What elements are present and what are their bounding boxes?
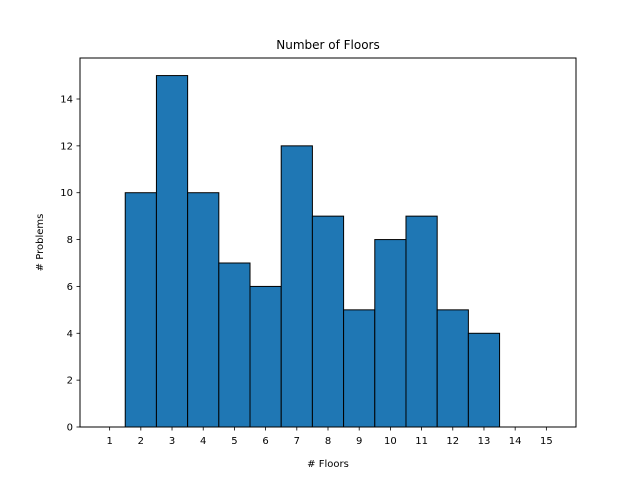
bar-11 bbox=[405, 215, 438, 428]
y-tick-label: 2 bbox=[67, 376, 73, 387]
bar-6 bbox=[249, 285, 282, 428]
bar-2 bbox=[124, 192, 157, 428]
bar-9 bbox=[343, 309, 376, 428]
bar-4 bbox=[187, 192, 220, 428]
x-tick-label: 11 bbox=[415, 436, 428, 447]
x-axis-label: # Floors bbox=[307, 459, 349, 470]
x-tick-label: 6 bbox=[262, 436, 268, 447]
x-tick-label: 15 bbox=[540, 436, 553, 447]
y-tick-label: 10 bbox=[60, 188, 73, 199]
y-tick-label: 8 bbox=[67, 235, 73, 246]
x-tick-label: 7 bbox=[294, 436, 300, 447]
bar-5 bbox=[218, 262, 251, 428]
x-tick-label: 5 bbox=[231, 436, 237, 447]
x-tick-label: 9 bbox=[356, 436, 362, 447]
x-axis-ticks: 1 2 3 4 5 6 7 8 9 10 11 12 13 14 15 bbox=[106, 427, 553, 447]
x-tick-label: 4 bbox=[200, 436, 206, 447]
x-tick-label: 3 bbox=[169, 436, 175, 447]
bars-group bbox=[124, 75, 501, 428]
y-tick-label: 0 bbox=[67, 423, 73, 434]
y-tick-label: 12 bbox=[60, 141, 73, 152]
bar-7 bbox=[280, 145, 313, 428]
bar-13 bbox=[467, 332, 501, 428]
plot-frame bbox=[79, 57, 577, 428]
bar-8 bbox=[311, 215, 345, 428]
x-tick-label: 8 bbox=[325, 436, 331, 447]
bar-10 bbox=[374, 239, 407, 428]
y-tick-label: 6 bbox=[67, 282, 73, 293]
x-tick-label: 14 bbox=[509, 436, 522, 447]
y-axis-ticks: 0 2 4 6 8 10 12 14 bbox=[60, 95, 80, 434]
x-tick-label: 13 bbox=[478, 436, 491, 447]
y-tick-label: 14 bbox=[60, 95, 73, 106]
x-tick-label: 1 bbox=[106, 436, 112, 447]
x-tick-label: 10 bbox=[384, 436, 397, 447]
y-axis-label: # Problems bbox=[35, 214, 46, 272]
bar-3 bbox=[155, 75, 189, 428]
bar-12 bbox=[436, 309, 469, 428]
y-tick-label: 4 bbox=[67, 329, 73, 340]
x-tick-label: 12 bbox=[446, 436, 459, 447]
x-tick-label: 2 bbox=[138, 436, 144, 447]
chart-title: Number of Floors bbox=[276, 38, 380, 52]
